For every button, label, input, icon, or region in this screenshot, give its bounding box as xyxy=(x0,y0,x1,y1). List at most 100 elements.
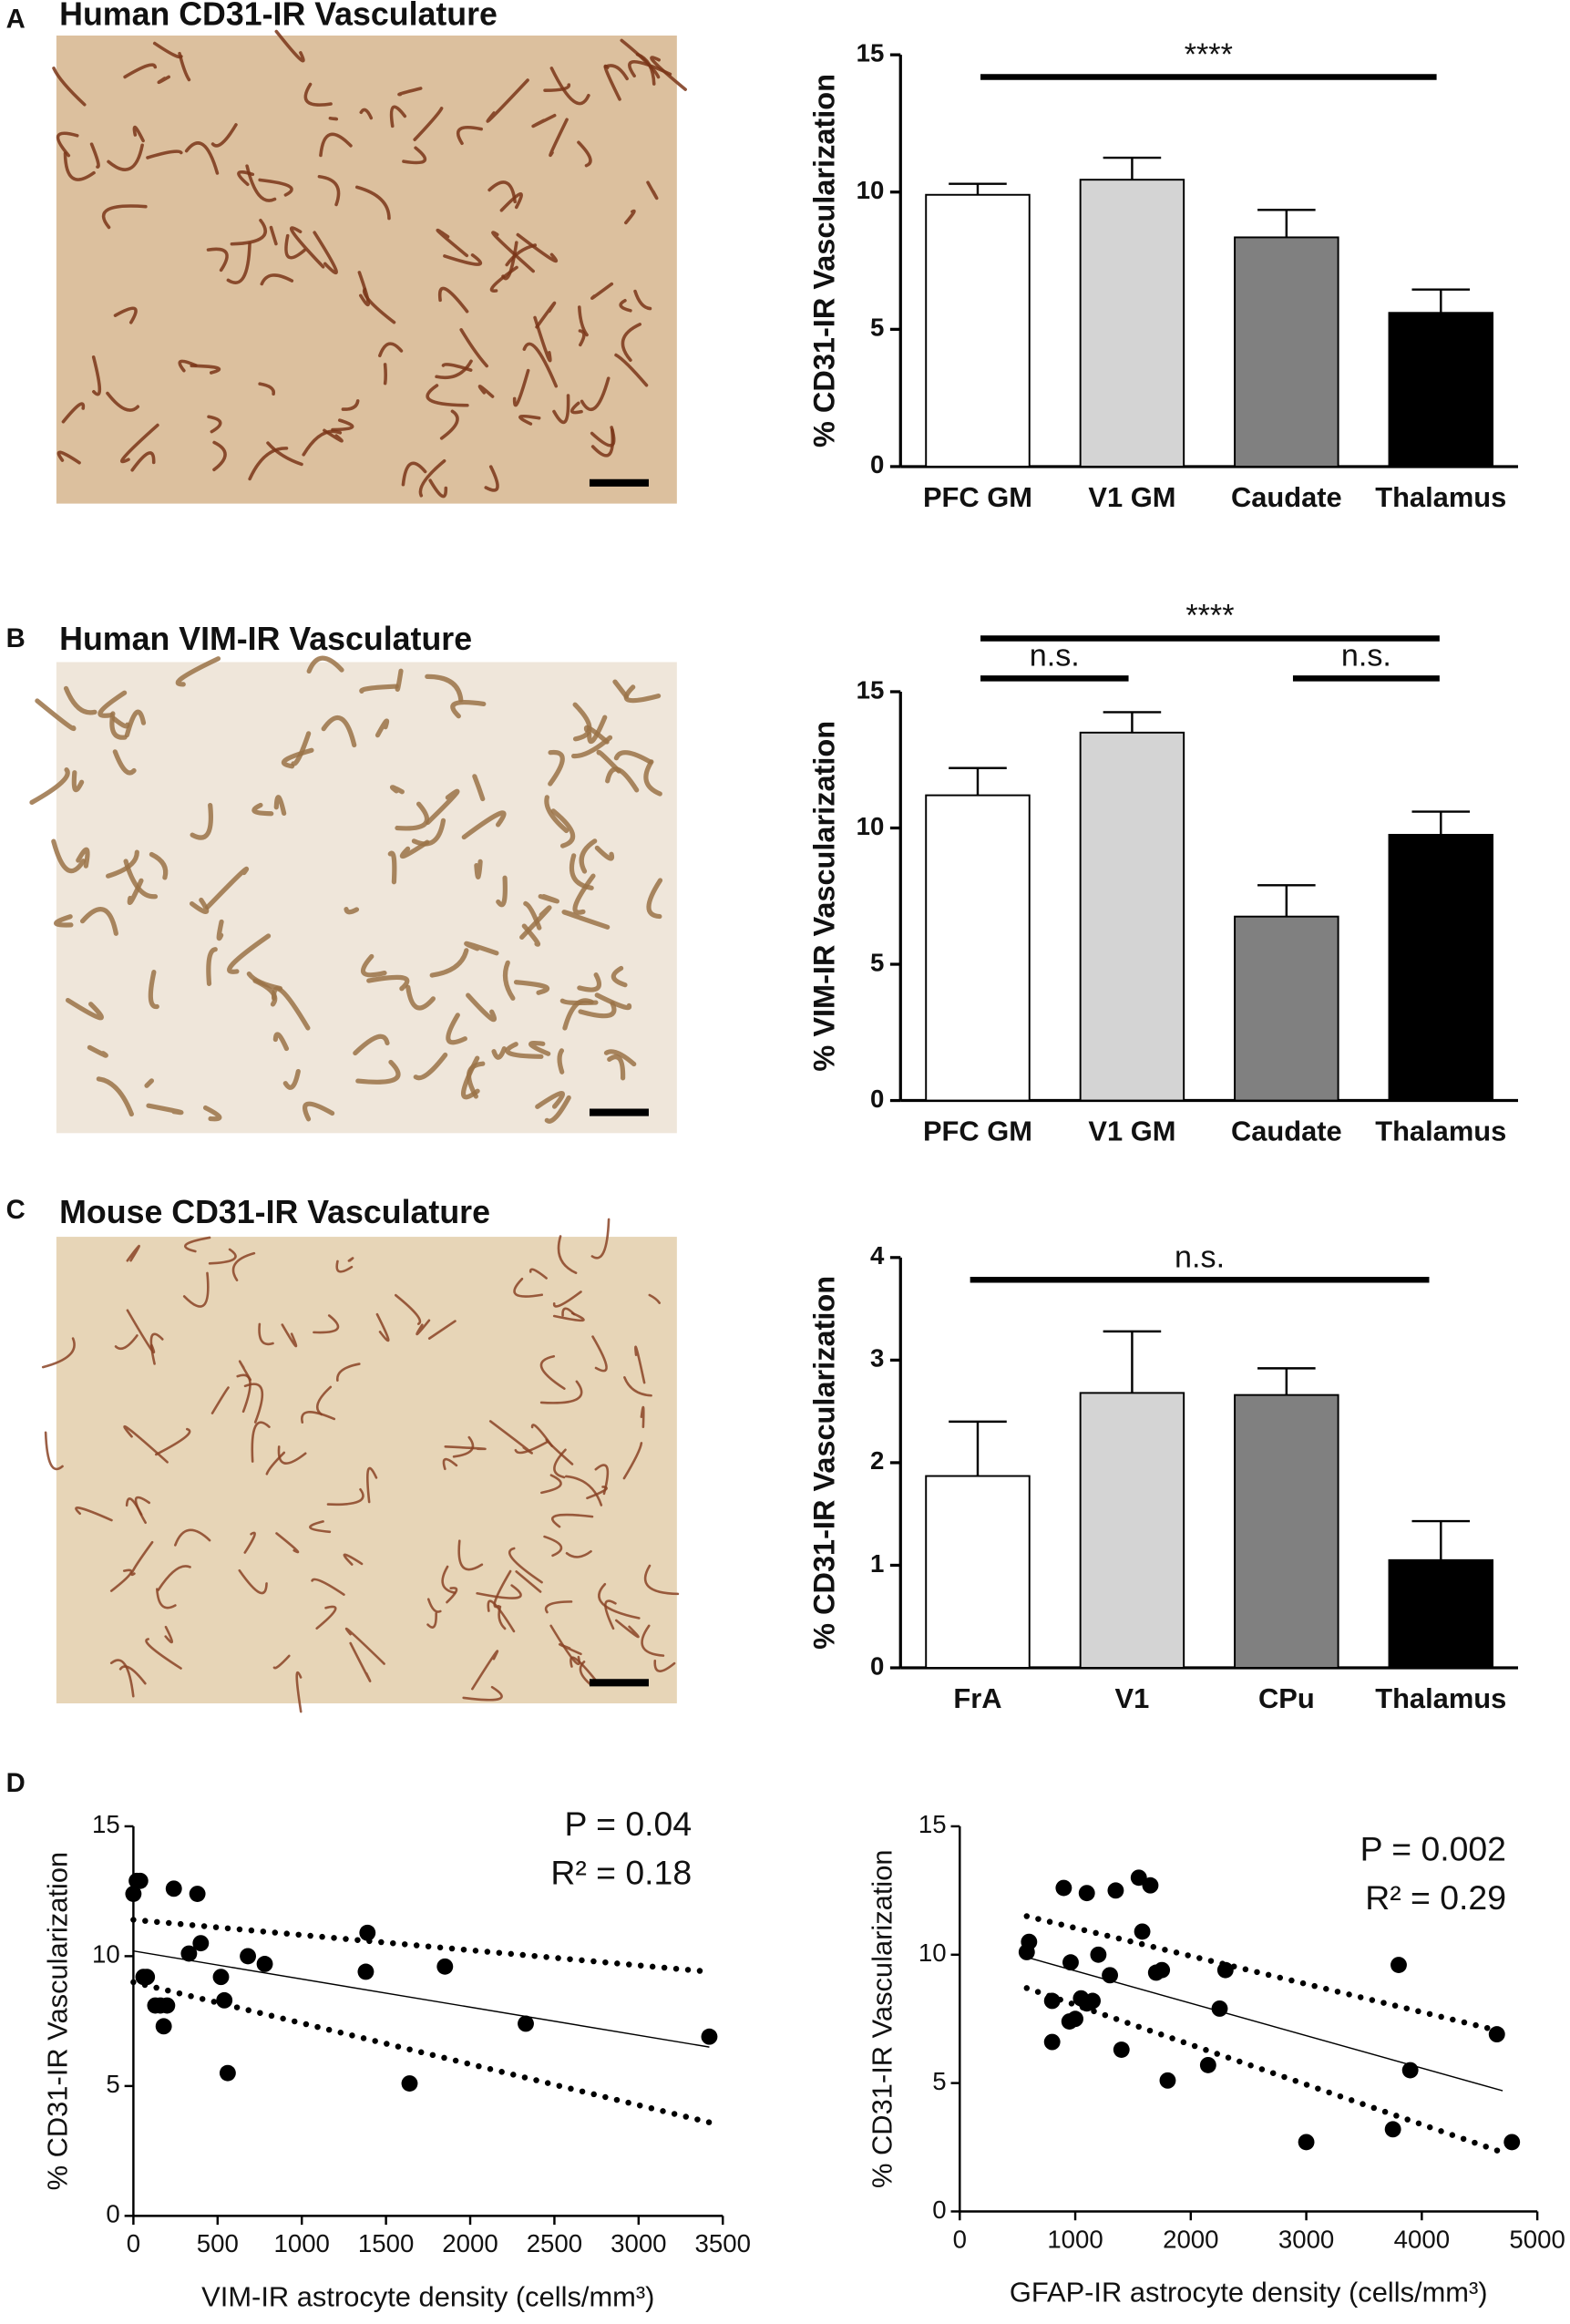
vessel xyxy=(570,1656,597,1681)
vessel xyxy=(317,174,341,207)
vessel xyxy=(281,747,314,769)
vessel xyxy=(561,910,611,930)
vessel xyxy=(56,450,81,465)
vessel xyxy=(648,1293,662,1304)
ci-line xyxy=(1023,1985,1506,2155)
vessel xyxy=(395,801,430,831)
vessel xyxy=(580,376,611,412)
vessel xyxy=(411,818,446,847)
vessel xyxy=(130,451,156,472)
vessel xyxy=(87,1044,108,1058)
vessel xyxy=(425,674,464,703)
vessel xyxy=(157,75,170,85)
vessel xyxy=(486,78,529,123)
x-tick-label: 5000 xyxy=(1509,2225,1565,2253)
point xyxy=(436,1958,454,1975)
vessel xyxy=(611,965,628,988)
vessel xyxy=(577,140,592,168)
bar xyxy=(1234,1393,1339,1669)
vessel xyxy=(226,242,251,284)
micrograph xyxy=(56,1237,677,1704)
significance-label: **** xyxy=(1185,599,1234,633)
vessel xyxy=(578,1001,617,1019)
vessel xyxy=(149,851,169,880)
vessel xyxy=(375,718,390,738)
vessel xyxy=(394,1293,422,1325)
vessel xyxy=(41,1337,76,1369)
vessel xyxy=(591,1335,608,1373)
vessel xyxy=(426,1612,437,1629)
vessel xyxy=(190,802,213,840)
vessel xyxy=(640,1405,645,1428)
vessel xyxy=(202,1105,222,1122)
vessel xyxy=(344,1627,385,1665)
vessel xyxy=(579,1661,592,1687)
vessel xyxy=(603,64,629,81)
vessel xyxy=(251,1421,271,1463)
vessel xyxy=(112,749,137,776)
point xyxy=(256,1956,273,1972)
point xyxy=(1211,2000,1228,2017)
vessel xyxy=(272,1654,291,1670)
vessel xyxy=(502,960,516,1001)
point xyxy=(240,1948,257,1965)
micrographs xyxy=(29,29,687,1713)
y-axis-label: % CD31-IR Vascularization xyxy=(867,1849,898,2188)
vessel xyxy=(650,56,687,91)
vessel xyxy=(52,67,87,107)
vessel xyxy=(206,947,218,986)
vessel xyxy=(643,759,662,797)
vessel xyxy=(578,329,586,347)
vessel xyxy=(156,1588,177,1609)
point xyxy=(1043,2033,1061,2051)
vessel xyxy=(477,385,495,398)
vessel xyxy=(439,409,459,440)
vessel xyxy=(544,1095,571,1124)
point xyxy=(1384,2121,1401,2138)
point xyxy=(131,1872,149,1889)
x-tick-label: 2000 xyxy=(442,2229,498,2257)
x-tick-label: 2000 xyxy=(1163,2225,1218,2253)
vessel xyxy=(71,770,85,793)
y-tick-label: 10 xyxy=(857,812,885,840)
vessel xyxy=(399,839,430,859)
vessel xyxy=(113,306,138,324)
vessel xyxy=(378,342,404,358)
vessel xyxy=(549,67,590,106)
vessel xyxy=(96,1076,134,1117)
y-tick-label: 10 xyxy=(92,1940,120,1969)
vessel xyxy=(360,953,387,978)
vessel xyxy=(189,897,210,914)
vessel xyxy=(413,107,444,141)
vessel xyxy=(164,1625,174,1644)
significance-label: **** xyxy=(1185,37,1233,72)
vessel xyxy=(552,1311,585,1322)
vessel xyxy=(528,1268,548,1280)
panel-letter: C xyxy=(6,1196,26,1225)
vessel xyxy=(343,1553,364,1566)
point xyxy=(212,1969,230,1986)
vessel xyxy=(123,63,158,79)
vessel xyxy=(106,391,140,412)
y-tick-label: 5 xyxy=(106,2070,119,2098)
vessel xyxy=(144,1078,155,1088)
point xyxy=(1090,1946,1107,1963)
vessel xyxy=(544,1600,573,1614)
vessel xyxy=(590,282,614,300)
vessel xyxy=(621,323,642,362)
significance-label: n.s. xyxy=(1030,639,1080,674)
vessel xyxy=(614,353,649,387)
point xyxy=(1102,1967,1119,1984)
vessel xyxy=(653,1660,676,1672)
vessel xyxy=(543,83,571,92)
vessel xyxy=(130,1540,154,1577)
point xyxy=(192,1935,210,1952)
x-tick-label: 4000 xyxy=(1394,2225,1450,2253)
vessel xyxy=(549,118,569,158)
vessel xyxy=(587,715,608,745)
vessel xyxy=(487,180,517,204)
vessel xyxy=(535,1091,565,1109)
vessel xyxy=(604,1599,617,1630)
vessel xyxy=(401,461,427,487)
vessel xyxy=(641,1624,665,1657)
